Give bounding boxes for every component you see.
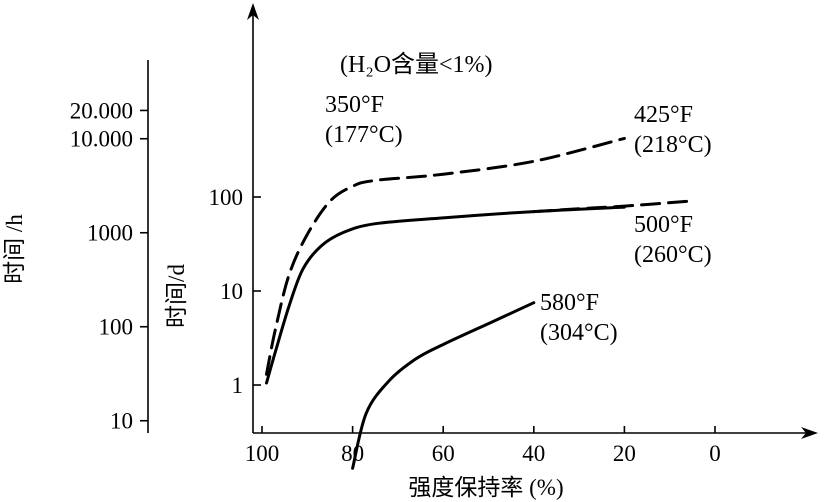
hours-tick-label: 100 [99,315,134,340]
x-tick-label: 100 [245,441,280,466]
annotation-text: (304°C) [540,320,618,346]
days-axis: 时间/d 1 10 100 [164,3,261,433]
annotation-text: 425°F [634,102,693,128]
annotation-text: (260°C) [634,242,712,268]
days-tick-label: 100 [209,185,244,210]
series-line [265,136,626,376]
annotation-text: (177°C) [325,122,403,148]
hours-axis: 时间 /h 10 100 1000 10.000 20.000 [2,60,149,434]
days-axis-title: 时间/d [164,264,189,328]
x-tick-label: 60 [432,441,455,466]
days-axis-arrow [247,3,259,20]
annotation-text: (H₂O含量<1%) [340,51,493,78]
hours-tick-label: 10.000 [70,127,133,152]
annotation-text: 580°F [540,290,599,316]
hours-axis-title: 时间 /h [2,214,27,284]
annotation-text: (218°C) [634,132,712,158]
x-axis-title: 强度保持率 (%) [408,475,563,500]
hours-tick-label: 10 [110,409,133,434]
days-tick-label: 10 [220,279,243,304]
series-line [532,199,690,214]
x-tick-label: 20 [613,441,636,466]
series-layer [265,136,690,470]
annotation-text: 350°F [325,92,384,118]
x-tick-label: 0 [709,441,721,466]
annotations: (H₂O含量<1%) 350°F (177°C) 425°F (218°C) 500°F (… [325,51,712,346]
days-tick-label: 1 [232,373,244,398]
x-tick-label: 40 [522,441,545,466]
series-line [265,205,626,385]
x-axis-arrow [801,427,818,439]
x-axis: 强度保持率 (%) 100 80 60 40 20 0 [245,426,818,500]
hours-tick-label: 20.000 [70,98,133,123]
hours-tick-label: 1000 [87,221,133,246]
series-line [351,301,536,470]
annotation-text: 500°F [634,212,693,238]
